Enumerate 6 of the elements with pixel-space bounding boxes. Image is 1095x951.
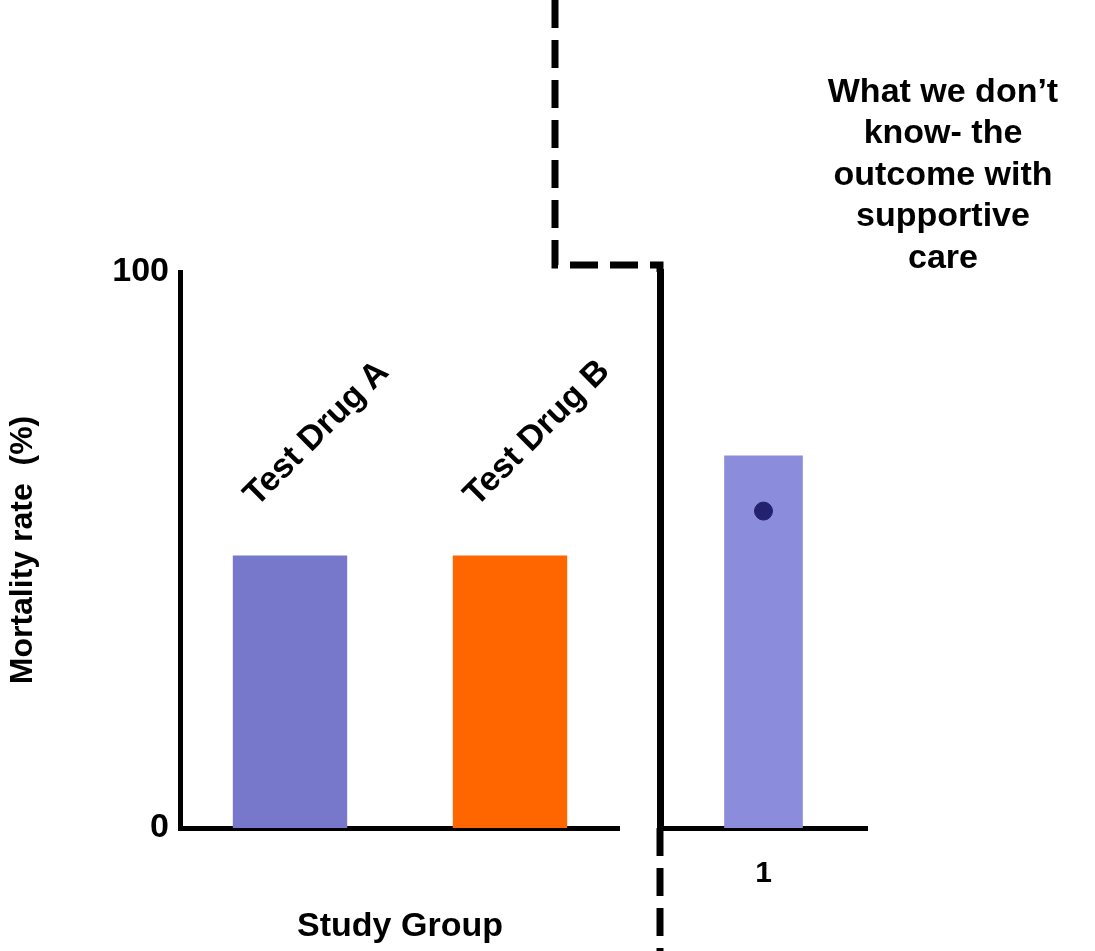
y-tick-label: 0	[150, 806, 169, 845]
x-axis-title: Study Group	[297, 904, 503, 943]
y-axis-title: Mortality rate (%)	[3, 415, 40, 685]
x-tick-label: 1	[755, 855, 772, 889]
y-tick-label: 100	[112, 250, 169, 289]
annotation: What we don’t know- the outcome with supportive care	[826, 70, 1060, 277]
